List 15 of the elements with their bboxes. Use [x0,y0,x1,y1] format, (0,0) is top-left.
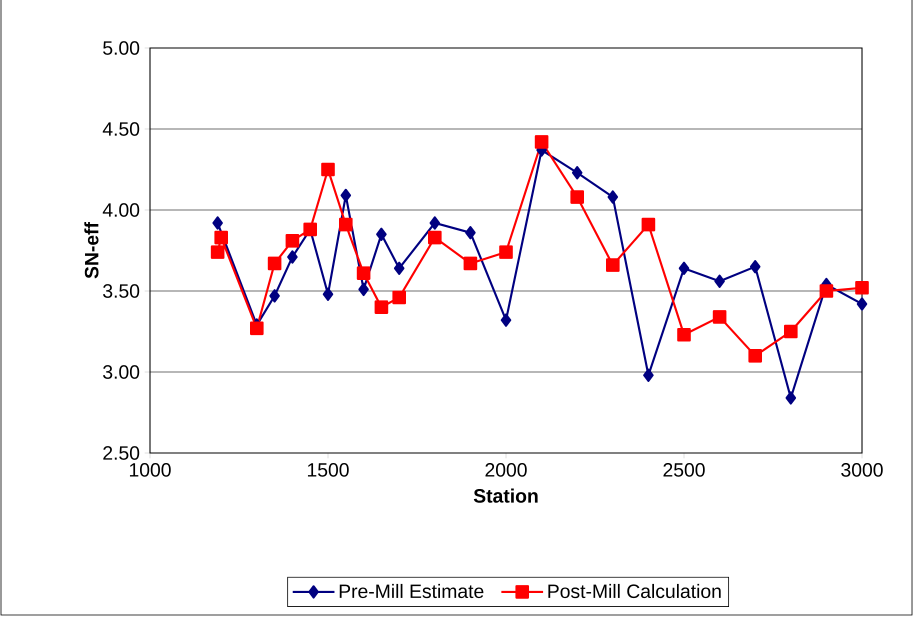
y-tick-label: 3.00 [103,365,140,379]
y-tick-label: 2.50 [103,446,140,460]
legend-label: Post-Mill Calculation [548,584,721,598]
x-tick-label: 2000 [485,463,527,477]
x-tick-label: 3000 [841,463,883,477]
y-axis-title: SN-eff [84,222,99,278]
x-tick-label: 1500 [308,463,349,477]
y-tick-label: 5.00 [103,41,140,55]
x-axis-title: Station [474,488,538,503]
y-tick-label: 4.50 [102,122,140,136]
x-tick-label: 1000 [130,463,171,477]
x-tick-label: 2500 [663,463,705,477]
y-tick-label: 4.00 [102,203,140,217]
y-tick-label: 3.50 [103,284,140,298]
legend-label: Pre-Mill Estimate [340,584,484,598]
